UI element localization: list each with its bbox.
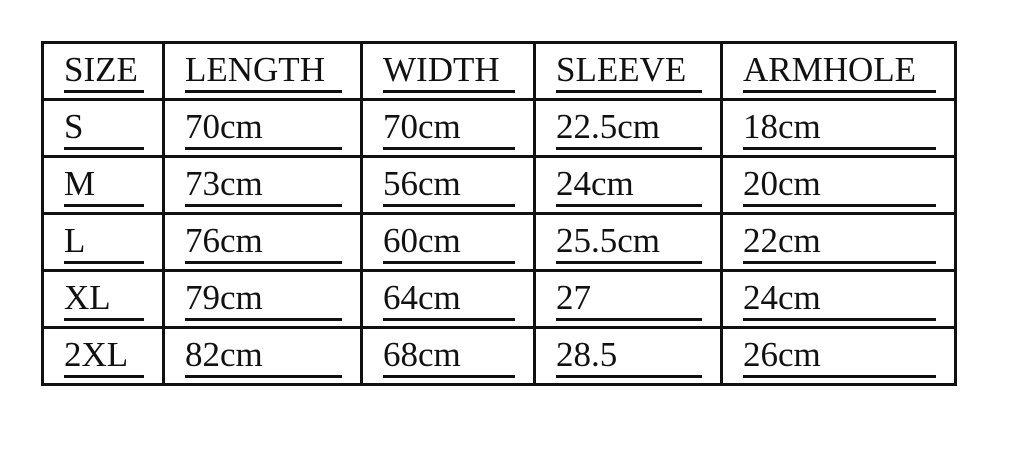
underline bbox=[556, 90, 702, 93]
underline bbox=[743, 90, 936, 93]
cell-text: 60cm bbox=[383, 221, 461, 260]
table-row: L 76cm 60cm 25.5cm 22cm bbox=[41, 212, 957, 272]
table-cell: 73cm bbox=[162, 155, 363, 215]
cell-text: 27 bbox=[556, 278, 591, 317]
cell-text: L bbox=[64, 221, 86, 260]
underline bbox=[185, 90, 342, 93]
cell-text: LENGTH bbox=[185, 50, 325, 89]
cell-text: 25.5cm bbox=[556, 221, 661, 260]
underline bbox=[64, 375, 144, 378]
cell-text: 22.5cm bbox=[556, 107, 661, 146]
table-cell: 20cm bbox=[720, 155, 957, 215]
underline bbox=[64, 90, 144, 93]
cell-text: 68cm bbox=[383, 335, 461, 374]
table-row: 2XL 82cm 68cm 28.5 26cm bbox=[41, 326, 957, 386]
underline bbox=[556, 375, 702, 378]
cell-text: 18cm bbox=[743, 107, 821, 146]
underline bbox=[64, 204, 144, 207]
underline bbox=[743, 261, 936, 264]
cell-text: WIDTH bbox=[383, 50, 500, 89]
underline bbox=[383, 147, 515, 150]
header-cell: LENGTH bbox=[162, 41, 363, 101]
underline bbox=[556, 318, 702, 321]
table-cell: 64cm bbox=[360, 269, 536, 329]
cell-text: 76cm bbox=[185, 221, 263, 260]
table-cell: 70cm bbox=[360, 98, 536, 158]
underline bbox=[743, 204, 936, 207]
table-cell: 68cm bbox=[360, 326, 536, 386]
table-cell: L bbox=[41, 212, 165, 272]
cell-text: XL bbox=[64, 278, 111, 317]
cell-text: SLEEVE bbox=[556, 50, 687, 89]
underline bbox=[383, 204, 515, 207]
cell-text: 70cm bbox=[383, 107, 461, 146]
cell-text: 56cm bbox=[383, 164, 461, 203]
cell-text: 2XL bbox=[64, 335, 129, 374]
header-cell: ARMHOLE bbox=[720, 41, 957, 101]
table-cell: 27 bbox=[533, 269, 723, 329]
table-cell: 24cm bbox=[720, 269, 957, 329]
size-chart-table: SIZE LENGTH WIDTH SLEEVE ARMHOLE S 70cm 70cm 22.… bbox=[41, 41, 957, 386]
cell-text: 82cm bbox=[185, 335, 263, 374]
cell-text: 24cm bbox=[743, 278, 821, 317]
cell-text: SIZE bbox=[64, 50, 138, 89]
underline bbox=[383, 318, 515, 321]
underline bbox=[185, 261, 342, 264]
table-cell: 70cm bbox=[162, 98, 363, 158]
table-row: M 73cm 56cm 24cm 20cm bbox=[41, 155, 957, 215]
header-row: SIZE LENGTH WIDTH SLEEVE ARMHOLE bbox=[41, 41, 957, 101]
cell-text: 24cm bbox=[556, 164, 634, 203]
underline bbox=[743, 147, 936, 150]
underline bbox=[743, 318, 936, 321]
underline bbox=[185, 147, 342, 150]
table-row: S 70cm 70cm 22.5cm 18cm bbox=[41, 98, 957, 158]
underline bbox=[185, 318, 342, 321]
table-cell: 24cm bbox=[533, 155, 723, 215]
cell-text: 73cm bbox=[185, 164, 263, 203]
underline bbox=[383, 90, 515, 93]
table-cell: 79cm bbox=[162, 269, 363, 329]
cell-text: M bbox=[64, 164, 96, 203]
underline bbox=[556, 261, 702, 264]
underline bbox=[383, 375, 515, 378]
underline bbox=[556, 147, 702, 150]
table-cell: 56cm bbox=[360, 155, 536, 215]
table-cell: 26cm bbox=[720, 326, 957, 386]
underline bbox=[743, 375, 936, 378]
cell-text: ARMHOLE bbox=[743, 50, 917, 89]
cell-text: 26cm bbox=[743, 335, 821, 374]
table-cell: 22.5cm bbox=[533, 98, 723, 158]
underline bbox=[185, 204, 342, 207]
table-row: XL 79cm 64cm 27 24cm bbox=[41, 269, 957, 329]
table-cell: S bbox=[41, 98, 165, 158]
cell-text: 64cm bbox=[383, 278, 461, 317]
table-cell: 22cm bbox=[720, 212, 957, 272]
cell-text: 70cm bbox=[185, 107, 263, 146]
table-cell: 60cm bbox=[360, 212, 536, 272]
table-cell: M bbox=[41, 155, 165, 215]
underline bbox=[64, 147, 144, 150]
header-cell: SLEEVE bbox=[533, 41, 723, 101]
underline bbox=[64, 318, 144, 321]
cell-text: 79cm bbox=[185, 278, 263, 317]
underline bbox=[64, 261, 144, 264]
cell-text: S bbox=[64, 107, 84, 146]
underline bbox=[185, 375, 342, 378]
table-cell: XL bbox=[41, 269, 165, 329]
table-cell: 25.5cm bbox=[533, 212, 723, 272]
table-cell: 82cm bbox=[162, 326, 363, 386]
table-cell: 28.5 bbox=[533, 326, 723, 386]
underline bbox=[383, 261, 515, 264]
header-cell: SIZE bbox=[41, 41, 165, 101]
table-cell: 76cm bbox=[162, 212, 363, 272]
header-cell: WIDTH bbox=[360, 41, 536, 101]
cell-text: 28.5 bbox=[556, 335, 618, 374]
underline bbox=[556, 204, 702, 207]
table-cell: 2XL bbox=[41, 326, 165, 386]
cell-text: 20cm bbox=[743, 164, 821, 203]
table-cell: 18cm bbox=[720, 98, 957, 158]
cell-text: 22cm bbox=[743, 221, 821, 260]
